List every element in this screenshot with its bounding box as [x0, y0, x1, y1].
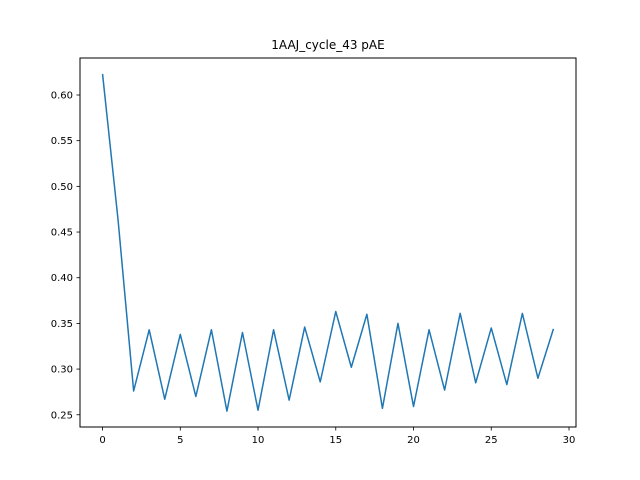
- series-line: [101, 73, 555, 412]
- y-tick-label: 0.55: [51, 136, 73, 147]
- y-axis: 0.25 0.30 0.35 0.40 0.45 0.50 0.55 0.60: [51, 91, 80, 421]
- y-tick-label: 0.50: [51, 182, 73, 193]
- y-tick-label: 0.45: [51, 228, 73, 239]
- x-tick-label: 30: [563, 435, 576, 446]
- x-tick-label: 25: [485, 435, 498, 446]
- plot-frame: [79, 57, 577, 428]
- x-axis: 0 5 10 15 20 25 30: [99, 427, 575, 446]
- x-tick-label: 0: [99, 435, 105, 446]
- y-tick-label: 0.30: [51, 365, 73, 376]
- y-tick-label: 0.40: [51, 273, 73, 284]
- y-tick-label: 0.60: [51, 91, 73, 102]
- x-tick-label: 5: [177, 435, 183, 446]
- x-tick-label: 10: [252, 435, 265, 446]
- y-tick-label: 0.25: [51, 410, 73, 421]
- x-tick-label: 15: [329, 435, 342, 446]
- chart-title: 1AAJ_cycle_43 pAE: [271, 38, 384, 52]
- y-tick-label: 0.35: [51, 319, 73, 330]
- x-tick-label: 20: [407, 435, 420, 446]
